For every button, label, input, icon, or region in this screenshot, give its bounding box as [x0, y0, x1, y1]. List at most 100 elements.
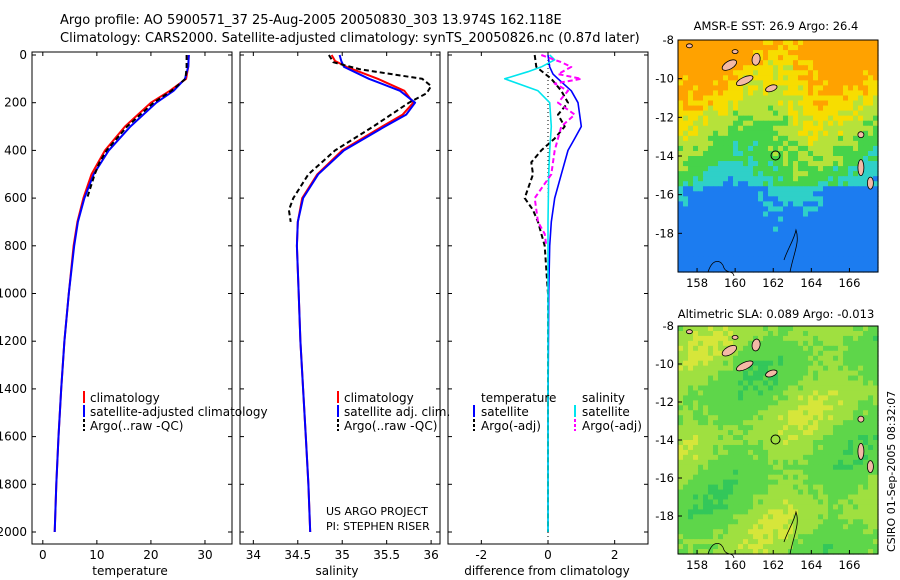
map-cell	[803, 410, 809, 416]
map-cell	[763, 70, 769, 76]
map-cell	[728, 226, 734, 233]
map-cell	[713, 474, 719, 481]
map-cell	[743, 256, 749, 263]
map-cell	[733, 539, 739, 545]
map-cell	[813, 105, 819, 112]
map-cell	[738, 405, 744, 411]
temperature-xtick-label: 10	[89, 548, 104, 562]
map-cell	[713, 191, 719, 197]
map-cell	[763, 405, 769, 411]
map-cell	[788, 166, 794, 172]
map-cell	[713, 459, 719, 466]
map-cell	[833, 125, 839, 132]
map-cell	[723, 181, 729, 187]
map-cell	[698, 110, 704, 117]
map-cell	[873, 105, 879, 112]
map-cell	[683, 171, 689, 177]
map-cell	[818, 105, 824, 112]
map-cell	[718, 534, 724, 540]
map-cell	[713, 415, 719, 421]
map-cell	[758, 181, 764, 187]
map-cell	[863, 156, 869, 162]
map-cell	[693, 150, 699, 157]
legend-label-sal-satellite: satellite	[582, 405, 630, 419]
map-cell	[713, 241, 719, 248]
map-cell	[688, 145, 694, 152]
map-cell	[703, 135, 709, 142]
legend-salinity-title: salinity	[582, 391, 625, 405]
map-cell	[738, 55, 744, 61]
map-cell	[763, 110, 769, 117]
map-cell	[783, 130, 789, 137]
map-cell	[808, 435, 814, 441]
map-cell	[868, 499, 874, 506]
map-cell	[813, 420, 819, 426]
map-cell	[763, 256, 769, 263]
map-cell	[738, 65, 744, 71]
map-cell	[758, 171, 764, 177]
map-cell	[863, 430, 869, 436]
map-cell	[733, 534, 739, 540]
map-cell	[838, 454, 844, 461]
map-cell	[808, 380, 814, 387]
map-cell	[868, 115, 874, 122]
map-cell	[758, 130, 764, 137]
map-cell	[808, 201, 814, 208]
map-cell	[768, 196, 774, 202]
map-cell	[813, 266, 819, 273]
map-cell	[863, 161, 869, 167]
map-cell	[768, 166, 774, 172]
map-cell	[788, 345, 794, 352]
map-cell	[773, 459, 779, 466]
map-cell	[873, 454, 879, 461]
map-cell	[758, 226, 764, 233]
map-cell	[863, 549, 869, 555]
map-cell	[853, 449, 859, 456]
map-cell	[783, 360, 789, 367]
map-cell	[808, 45, 814, 51]
map-cell	[678, 176, 684, 182]
map-cell	[768, 385, 774, 392]
map-cell	[733, 514, 739, 520]
map-cell	[823, 504, 829, 510]
map-cell	[743, 425, 749, 431]
map-cell	[688, 196, 694, 202]
map-cell	[758, 469, 764, 476]
map-cell	[873, 415, 879, 421]
map-cell	[738, 519, 744, 525]
map-cell	[758, 444, 764, 451]
map-cell	[823, 125, 829, 132]
map-cell	[733, 430, 739, 436]
map-cell	[688, 201, 694, 208]
map-cell	[858, 125, 864, 132]
map-cell	[743, 514, 749, 520]
map-cell	[723, 105, 729, 112]
map-cell	[823, 524, 829, 530]
map-cell	[688, 231, 694, 238]
map-cell	[828, 105, 834, 112]
map-cell	[763, 514, 769, 520]
map-cell	[808, 549, 814, 555]
map-cell	[768, 156, 774, 162]
map-cell	[708, 469, 714, 476]
map-cell	[848, 326, 854, 332]
map-cell	[688, 256, 694, 263]
map-cell	[853, 261, 859, 268]
map-cell	[758, 390, 764, 396]
map-cell	[728, 544, 734, 550]
map-cell	[868, 340, 874, 347]
map-cell	[713, 335, 719, 342]
map-cell	[808, 211, 814, 218]
map-cell	[723, 251, 729, 258]
map-cell	[763, 365, 769, 372]
map-cell	[773, 405, 779, 411]
map-cell	[753, 251, 759, 258]
map-cell	[853, 201, 859, 208]
map-cell	[743, 206, 749, 213]
map-cell	[798, 340, 804, 347]
map-cell	[678, 161, 684, 167]
map-cell	[678, 489, 684, 496]
map-cell	[853, 440, 859, 446]
map-cell	[833, 55, 839, 61]
map-cell	[833, 340, 839, 347]
